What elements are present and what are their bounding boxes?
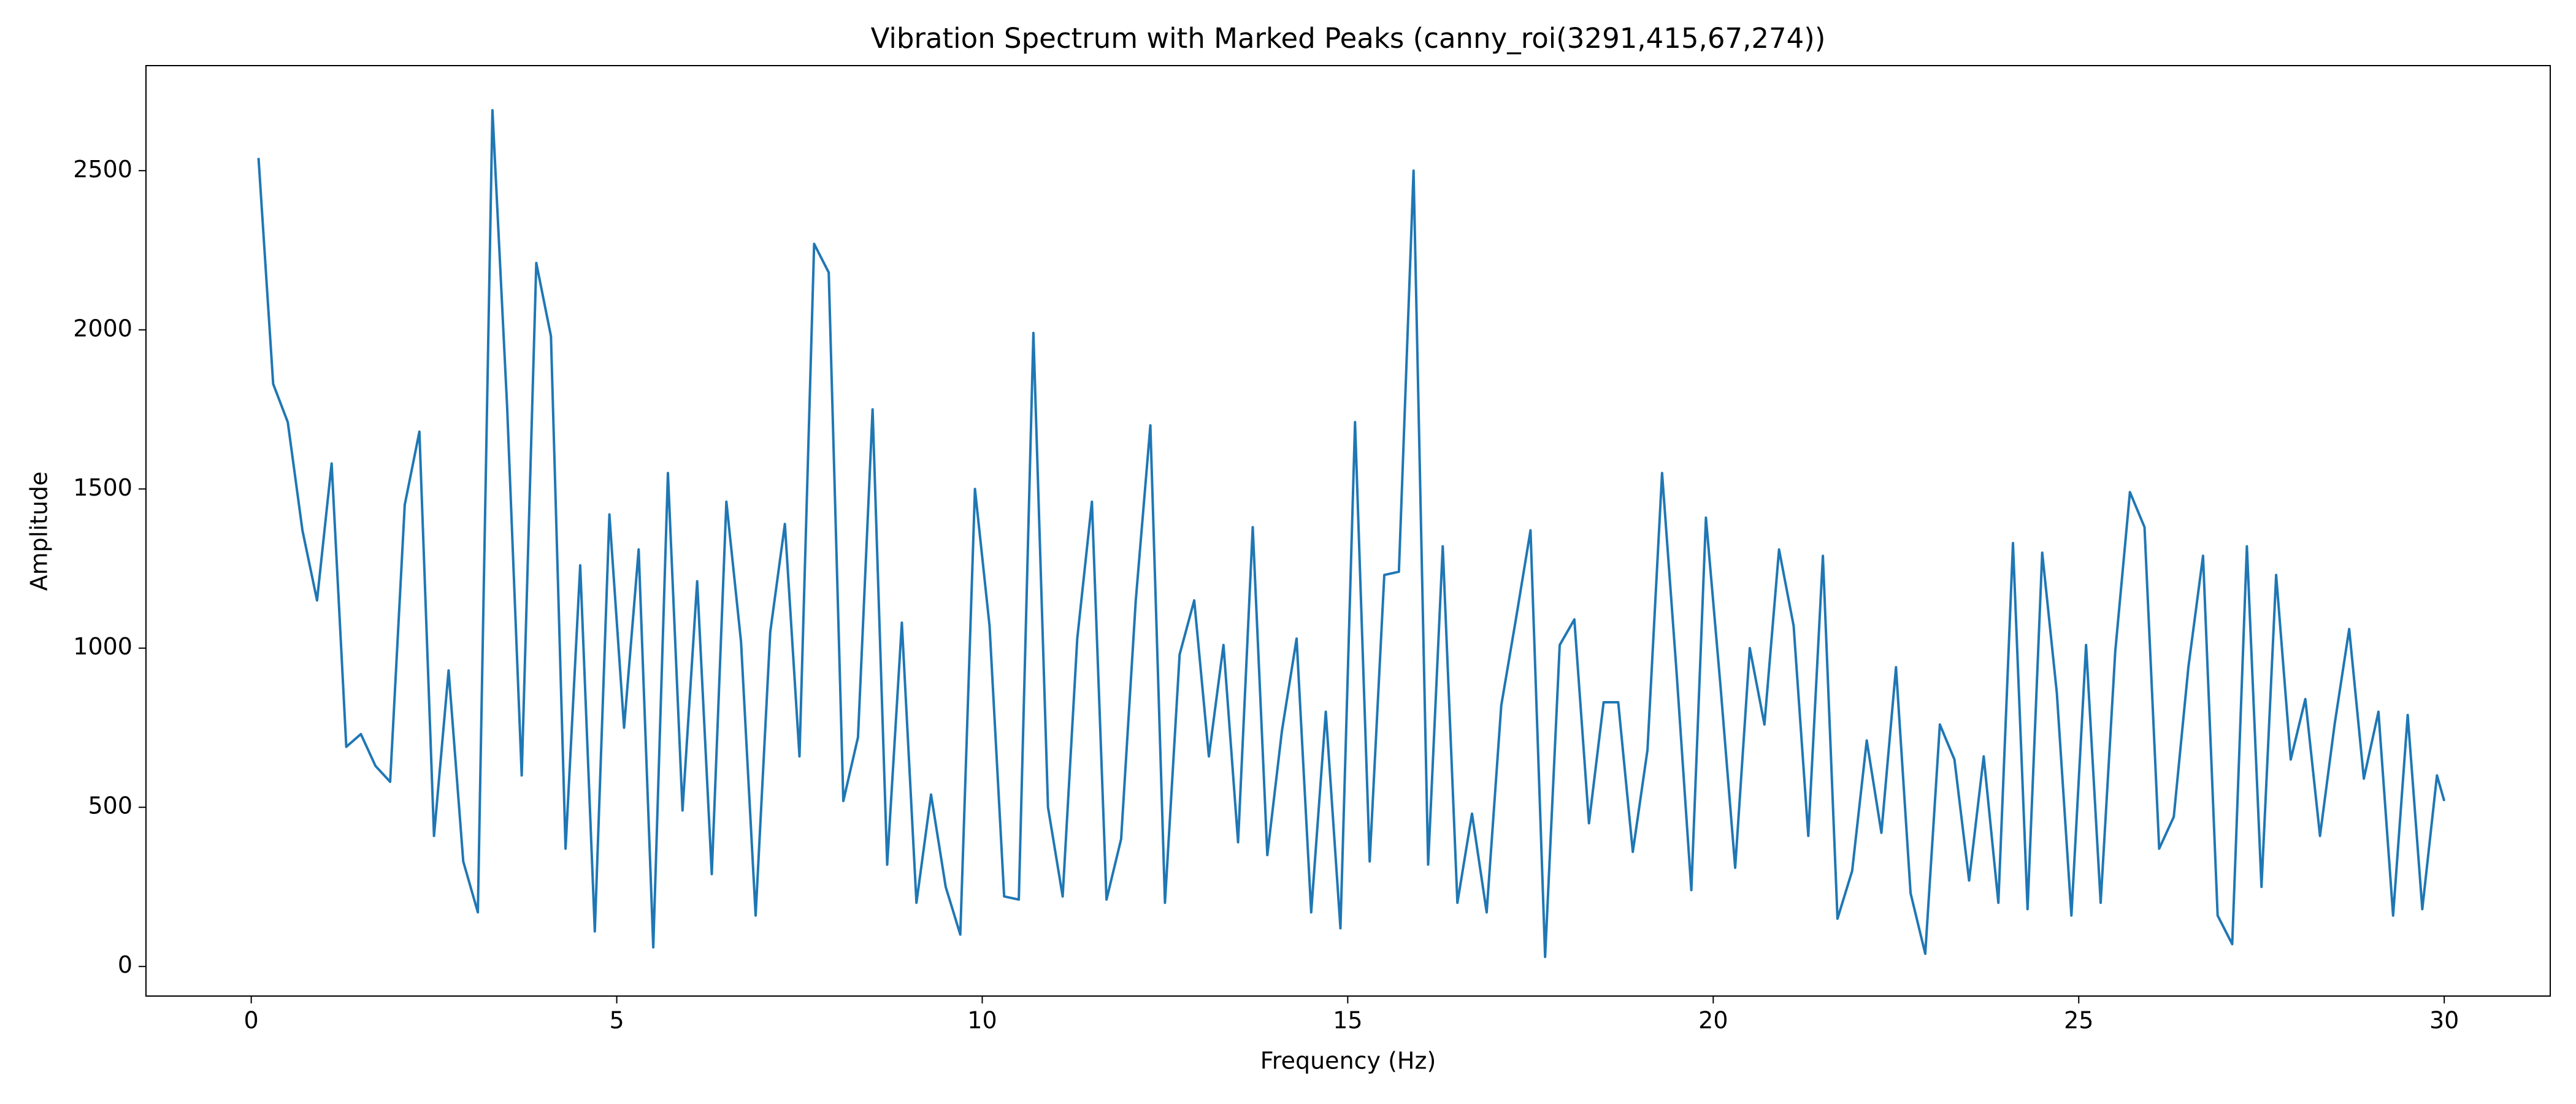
- x-tick-label: 5: [609, 1007, 624, 1034]
- y-tick-label: 0: [118, 951, 132, 978]
- x-tick-label: 0: [244, 1007, 259, 1034]
- x-tick-label: 15: [1333, 1007, 1362, 1034]
- plot-frame: [145, 65, 2551, 997]
- spectrum-line: [257, 109, 2446, 959]
- y-tick-label: 2000: [73, 315, 132, 342]
- y-tick-label: 2500: [73, 156, 132, 183]
- x-tick-label: 30: [2429, 1007, 2459, 1034]
- y-tick-label: 1500: [73, 474, 132, 501]
- y-axis-label: Amplitude: [26, 472, 53, 591]
- y-tick-label: 500: [88, 792, 132, 819]
- x-tick-label: 10: [967, 1007, 997, 1034]
- chart-title: Vibration Spectrum with Marked Peaks (ca…: [871, 22, 1826, 55]
- x-tick-label: 25: [2064, 1007, 2093, 1034]
- y-tick-label: 1000: [73, 633, 132, 660]
- x-axis-label: Frequency (Hz): [1260, 1048, 1436, 1075]
- x-tick-label: 20: [1698, 1007, 1728, 1034]
